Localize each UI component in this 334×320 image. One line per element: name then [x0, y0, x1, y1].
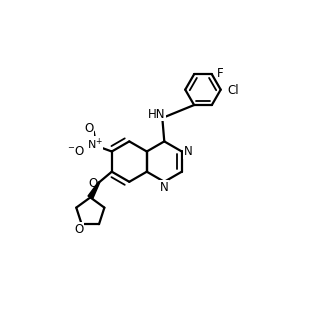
Text: N: N: [160, 181, 169, 194]
Text: N$^{+}$: N$^{+}$: [87, 137, 103, 152]
Polygon shape: [88, 182, 100, 199]
Text: O: O: [89, 177, 98, 190]
Text: F: F: [217, 67, 224, 80]
Text: O: O: [85, 122, 94, 135]
Text: Cl: Cl: [227, 84, 239, 97]
Text: HN: HN: [148, 108, 166, 121]
Text: O: O: [74, 223, 84, 236]
Text: $^{-}$O: $^{-}$O: [67, 145, 85, 158]
Text: N: N: [184, 145, 192, 158]
